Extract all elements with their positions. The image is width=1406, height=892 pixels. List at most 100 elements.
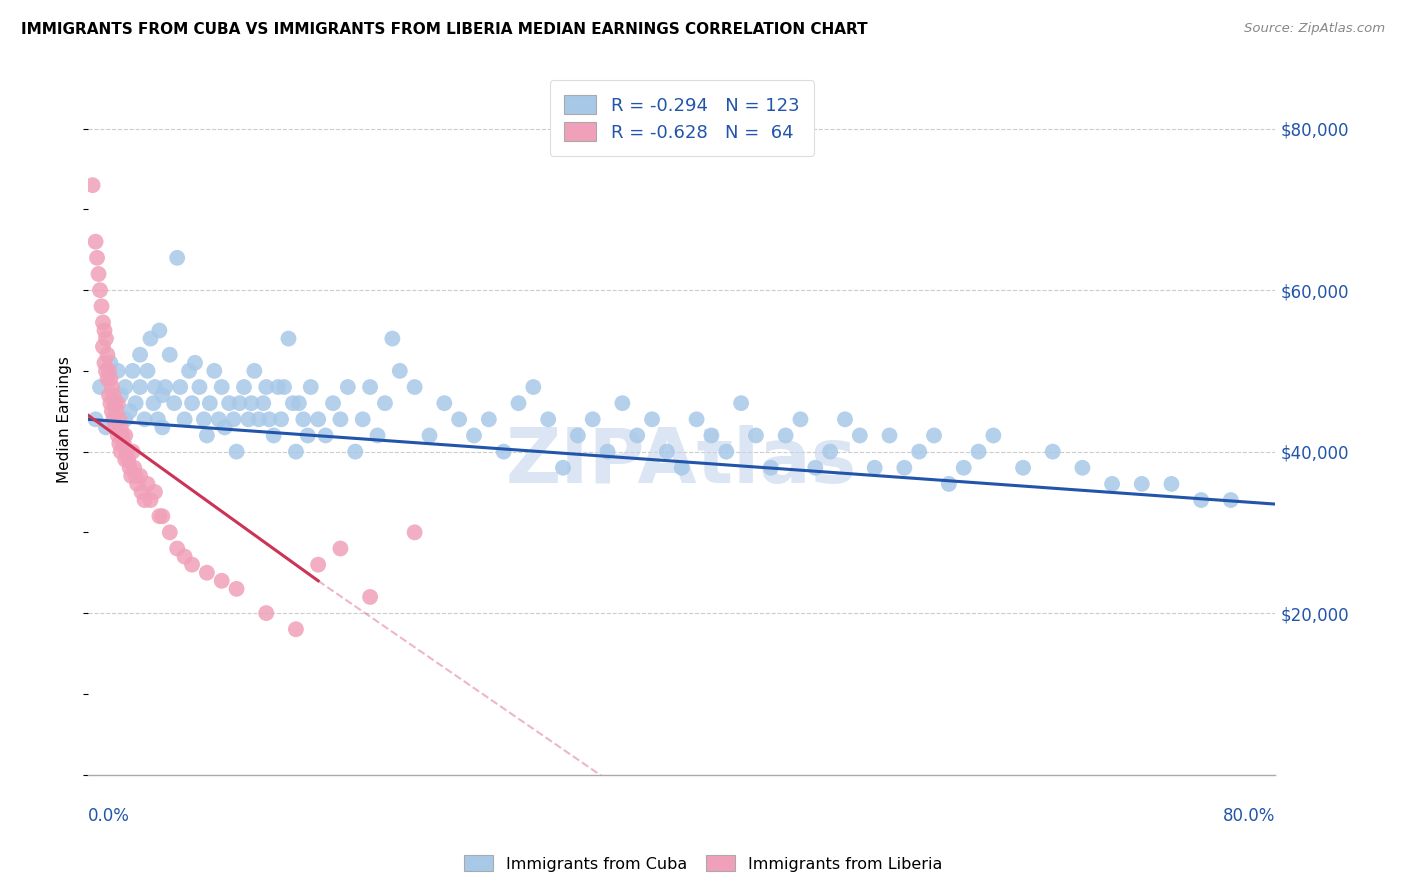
Point bbox=[89, 283, 111, 297]
Point bbox=[596, 444, 619, 458]
Point bbox=[730, 396, 752, 410]
Point bbox=[329, 412, 352, 426]
Point bbox=[166, 541, 188, 556]
Point bbox=[131, 485, 153, 500]
Point bbox=[1071, 460, 1094, 475]
Point bbox=[118, 460, 141, 475]
Point bbox=[110, 388, 132, 402]
Point bbox=[159, 348, 181, 362]
Point bbox=[834, 412, 856, 426]
Text: IMMIGRANTS FROM CUBA VS IMMIGRANTS FROM LIBERIA MEDIAN EARNINGS CORRELATION CHAR: IMMIGRANTS FROM CUBA VS IMMIGRANTS FROM … bbox=[21, 22, 868, 37]
Point bbox=[685, 412, 707, 426]
Point bbox=[94, 364, 117, 378]
Point bbox=[142, 396, 165, 410]
Point bbox=[336, 380, 359, 394]
Point bbox=[567, 428, 589, 442]
Point bbox=[146, 412, 169, 426]
Point bbox=[159, 525, 181, 540]
Point bbox=[114, 380, 136, 394]
Point bbox=[136, 364, 159, 378]
Point bbox=[87, 267, 110, 281]
Point bbox=[329, 541, 352, 556]
Point bbox=[225, 582, 247, 596]
Point bbox=[124, 396, 146, 410]
Point bbox=[139, 332, 162, 346]
Point bbox=[257, 412, 280, 426]
Point bbox=[150, 420, 173, 434]
Point bbox=[449, 412, 471, 426]
Point bbox=[299, 380, 322, 394]
Point bbox=[463, 428, 485, 442]
Point bbox=[307, 558, 329, 572]
Point bbox=[150, 509, 173, 524]
Point bbox=[263, 428, 285, 442]
Point bbox=[1160, 476, 1182, 491]
Point bbox=[139, 493, 162, 508]
Point bbox=[238, 412, 260, 426]
Point bbox=[1042, 444, 1064, 458]
Point bbox=[211, 574, 233, 588]
Point bbox=[344, 444, 367, 458]
Point bbox=[84, 412, 107, 426]
Point bbox=[103, 388, 125, 402]
Point bbox=[273, 380, 295, 394]
Point bbox=[127, 476, 149, 491]
Point bbox=[849, 428, 872, 442]
Point bbox=[759, 460, 782, 475]
Point bbox=[284, 444, 307, 458]
Point bbox=[163, 396, 186, 410]
Point bbox=[111, 428, 134, 442]
Point bbox=[108, 436, 131, 450]
Point bbox=[114, 428, 136, 442]
Point bbox=[1189, 493, 1212, 508]
Point bbox=[104, 420, 127, 434]
Point bbox=[148, 324, 170, 338]
Point bbox=[177, 364, 200, 378]
Point bbox=[277, 332, 299, 346]
Point bbox=[107, 396, 129, 410]
Point bbox=[307, 412, 329, 426]
Point bbox=[198, 396, 221, 410]
Point bbox=[908, 444, 931, 458]
Point bbox=[418, 428, 440, 442]
Point bbox=[117, 452, 139, 467]
Point bbox=[188, 380, 211, 394]
Point bbox=[148, 509, 170, 524]
Point bbox=[97, 388, 120, 402]
Point bbox=[114, 452, 136, 467]
Point bbox=[202, 364, 225, 378]
Point bbox=[243, 364, 266, 378]
Point bbox=[110, 420, 132, 434]
Point bbox=[804, 460, 827, 475]
Point bbox=[1101, 476, 1123, 491]
Point bbox=[1219, 493, 1241, 508]
Point bbox=[254, 606, 277, 620]
Point bbox=[143, 380, 166, 394]
Point bbox=[492, 444, 515, 458]
Point bbox=[100, 396, 122, 410]
Point bbox=[352, 412, 374, 426]
Legend: R = -0.294   N = 123, R = -0.628   N =  64: R = -0.294 N = 123, R = -0.628 N = 64 bbox=[550, 80, 814, 156]
Point bbox=[121, 364, 143, 378]
Point bbox=[169, 380, 191, 394]
Point bbox=[193, 412, 215, 426]
Point bbox=[112, 436, 135, 450]
Point bbox=[96, 372, 118, 386]
Point bbox=[284, 622, 307, 636]
Point bbox=[612, 396, 634, 410]
Point bbox=[173, 412, 195, 426]
Point bbox=[195, 428, 218, 442]
Point bbox=[211, 380, 233, 394]
Point bbox=[93, 356, 115, 370]
Point bbox=[247, 412, 270, 426]
Point bbox=[1130, 476, 1153, 491]
Point bbox=[641, 412, 664, 426]
Point bbox=[136, 476, 159, 491]
Point bbox=[121, 444, 143, 458]
Point bbox=[122, 460, 145, 475]
Point bbox=[86, 251, 108, 265]
Point bbox=[90, 299, 112, 313]
Point bbox=[254, 380, 277, 394]
Point bbox=[100, 356, 122, 370]
Point bbox=[218, 396, 240, 410]
